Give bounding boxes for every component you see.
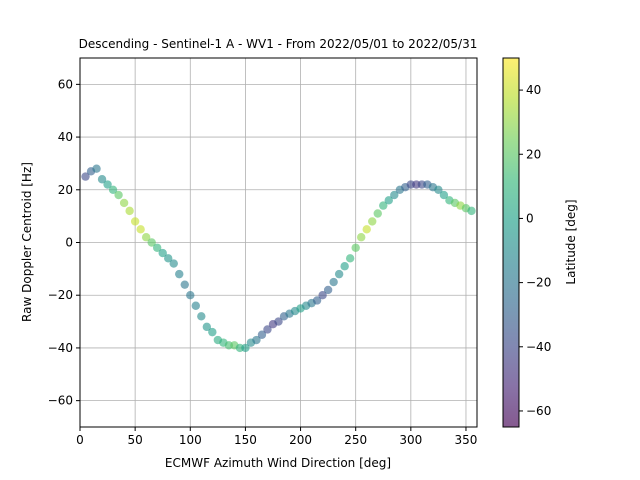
x-tick-label: 100 (179, 433, 202, 447)
data-point (136, 225, 145, 234)
data-point (368, 217, 377, 226)
data-point (169, 259, 178, 268)
y-tick-label: 20 (58, 183, 73, 197)
x-tick-label: 200 (289, 433, 312, 447)
data-point (329, 277, 338, 287)
colorbar-label: Latitude [deg] (564, 199, 578, 284)
data-point (158, 248, 167, 258)
data-point (379, 201, 388, 210)
data-point (164, 254, 173, 263)
data-point (252, 335, 261, 345)
x-tick-label: 300 (399, 433, 422, 447)
colorbar-tick-label: −40 (526, 340, 551, 354)
data-point (180, 280, 189, 289)
colorbar-frame (502, 57, 520, 428)
x-tick-label: 350 (455, 433, 478, 447)
data-point (345, 254, 355, 263)
data-point (241, 343, 250, 353)
x-axis-ticks: 0 50 100 150 200 250 300 350 (76, 427, 477, 447)
x-tick-label: 150 (234, 433, 257, 447)
data-point (191, 301, 200, 310)
x-tick-label: 0 (76, 433, 84, 447)
colorbar-tick-label: 40 (526, 83, 541, 97)
data-point (351, 243, 360, 252)
data-point (318, 291, 327, 300)
y-tick-label: 0 (65, 236, 73, 250)
colorbar-tick-label: 0 (526, 211, 534, 225)
y-axis-ticks: −60 −40 −20 0 20 40 60 (48, 77, 80, 408)
data-point (467, 206, 476, 216)
scatter-points (81, 164, 476, 353)
y-tick-label: 40 (58, 130, 73, 144)
data-point (119, 198, 129, 208)
data-point (434, 185, 443, 194)
data-point (147, 238, 156, 247)
colorbar-tick-label: 20 (526, 147, 541, 161)
data-point (362, 225, 371, 234)
y-tick-label: 60 (58, 77, 73, 91)
y-tick-label: −20 (48, 288, 73, 302)
data-point (130, 217, 140, 226)
data-point (340, 262, 349, 271)
data-point (186, 291, 195, 300)
colorbar-tick-label: −20 (526, 276, 551, 290)
data-point (152, 243, 162, 252)
data-point (92, 164, 101, 173)
data-point (175, 269, 184, 279)
data-point (81, 172, 90, 181)
x-tick-label: 250 (344, 433, 367, 447)
data-point (263, 325, 272, 334)
x-axis-label: ECMWF Azimuth Wind Direction [deg] (165, 456, 391, 470)
y-tick-label: −60 (48, 394, 73, 408)
colorbar-gradient (503, 58, 519, 427)
data-point (114, 190, 123, 200)
data-point (141, 233, 151, 242)
data-point (97, 175, 107, 184)
data-point (103, 180, 112, 189)
data-point (312, 296, 322, 305)
data-point (202, 322, 212, 332)
data-point (334, 269, 344, 279)
data-point (439, 190, 449, 200)
x-tick-label: 50 (127, 433, 142, 447)
data-point (373, 209, 382, 218)
data-point (108, 185, 118, 194)
y-axis-label: Raw Doppler Centroid [Hz] (20, 162, 34, 322)
y-tick-label: −40 (48, 341, 73, 355)
data-point (390, 190, 399, 200)
data-point (274, 317, 283, 326)
colorbar: −60 −40 −20 0 20 40 (502, 57, 551, 428)
data-point (323, 285, 333, 295)
chart-title: Descending - Sentinel-1 A - WV1 - From 2… (79, 37, 478, 51)
data-point (125, 206, 134, 216)
data-point (384, 196, 393, 205)
data-point (357, 233, 366, 242)
colorbar-tick-label: −60 (526, 404, 551, 418)
data-point (257, 330, 267, 339)
data-point (208, 327, 217, 337)
plot-area (79, 57, 478, 428)
data-point (197, 312, 206, 321)
